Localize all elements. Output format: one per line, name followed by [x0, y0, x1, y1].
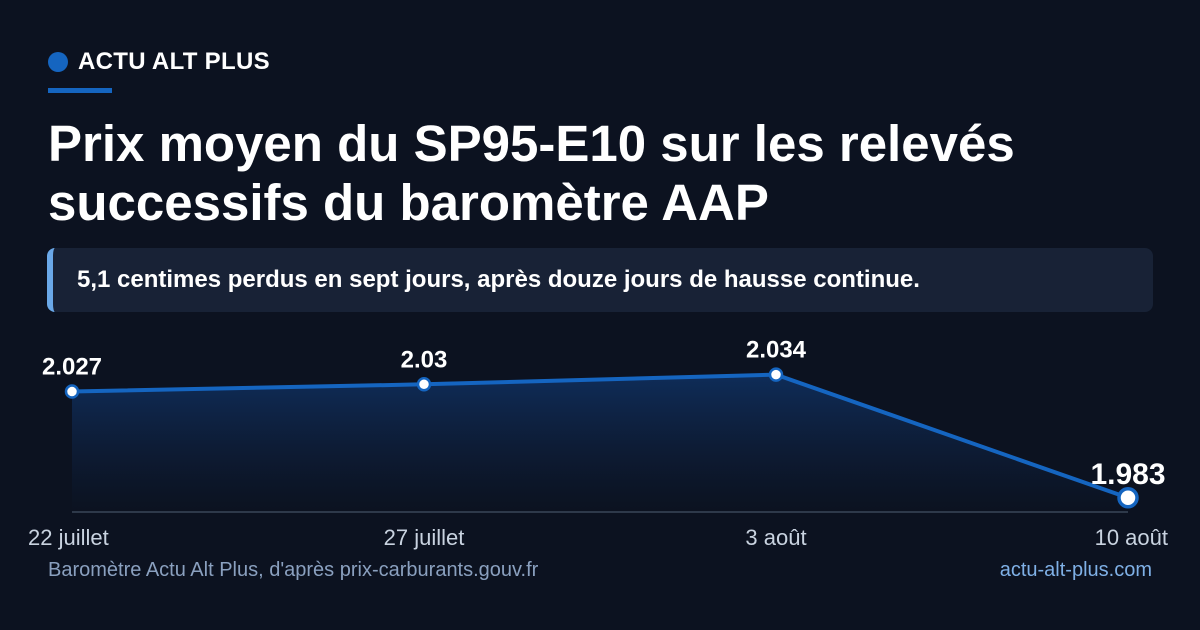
brand-underline: [48, 88, 112, 93]
source-note: Baromètre Actu Alt Plus, d'après prix-ca…: [48, 559, 539, 581]
brand-dot-icon: [48, 52, 68, 72]
page-title: Prix moyen du SP95-E10 sur les relevés s…: [48, 115, 1015, 231]
data-point: [768, 367, 784, 382]
brand-name: ACTU ALT PLUS: [78, 48, 270, 75]
data-label: 2.027: [42, 354, 102, 381]
data-point: [1117, 487, 1139, 509]
data-point: [416, 377, 432, 392]
x-tick-label: 22 juillet: [28, 525, 109, 550]
subtitle: 5,1 centimes perdus en sept jours, après…: [77, 266, 920, 293]
area-fill: [72, 374, 1128, 512]
x-tick-label: 27 juillet: [384, 525, 465, 550]
x-tick-label: 3 août: [745, 525, 806, 550]
data-label: 2.03: [401, 346, 448, 373]
data-label: 1.983: [1090, 458, 1165, 491]
site-link[interactable]: actu-alt-plus.com: [999, 559, 1152, 581]
series-line: [70, 372, 1130, 500]
data-label: 2.034: [746, 337, 807, 364]
data-point: [64, 384, 80, 399]
subtitle-box: 5,1 centimes perdus en sept jours, après…: [47, 248, 1153, 312]
brand: ACTU ALT PLUS: [48, 48, 270, 76]
x-tick-label: 10 août: [1095, 525, 1168, 550]
price-area-chart: 2.027 22 juillet 2.03 27 juillet 2.034 3 août…: [28, 337, 1168, 550]
